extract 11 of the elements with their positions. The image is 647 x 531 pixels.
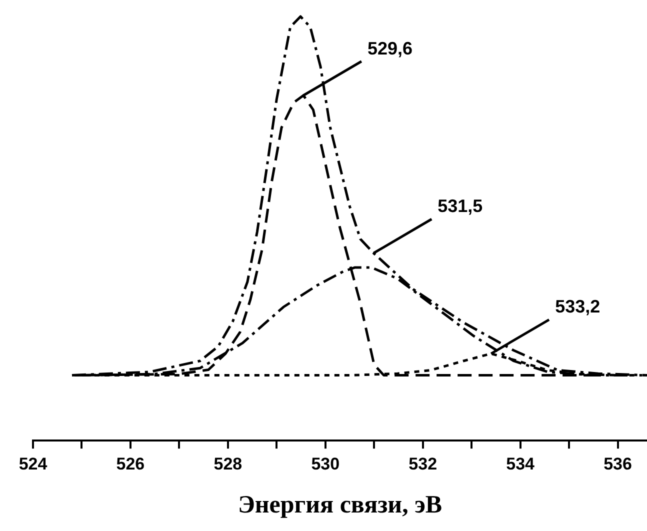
- x-tick-label: 524: [18, 454, 48, 474]
- x-tick-label: 530: [311, 454, 340, 474]
- annotation: 531,5: [438, 196, 483, 216]
- x-tick-label: 534: [506, 454, 536, 474]
- annotation: 533,2: [555, 296, 600, 317]
- x-tick-label: 526: [116, 454, 145, 474]
- x-tick-label: 532: [408, 454, 438, 474]
- x-tick-label: 536: [604, 454, 632, 474]
- x-tick-label: 528: [214, 454, 242, 474]
- annotation: 529,6: [367, 38, 412, 58]
- x-axis-title: Энергия связи, эВ: [238, 491, 442, 518]
